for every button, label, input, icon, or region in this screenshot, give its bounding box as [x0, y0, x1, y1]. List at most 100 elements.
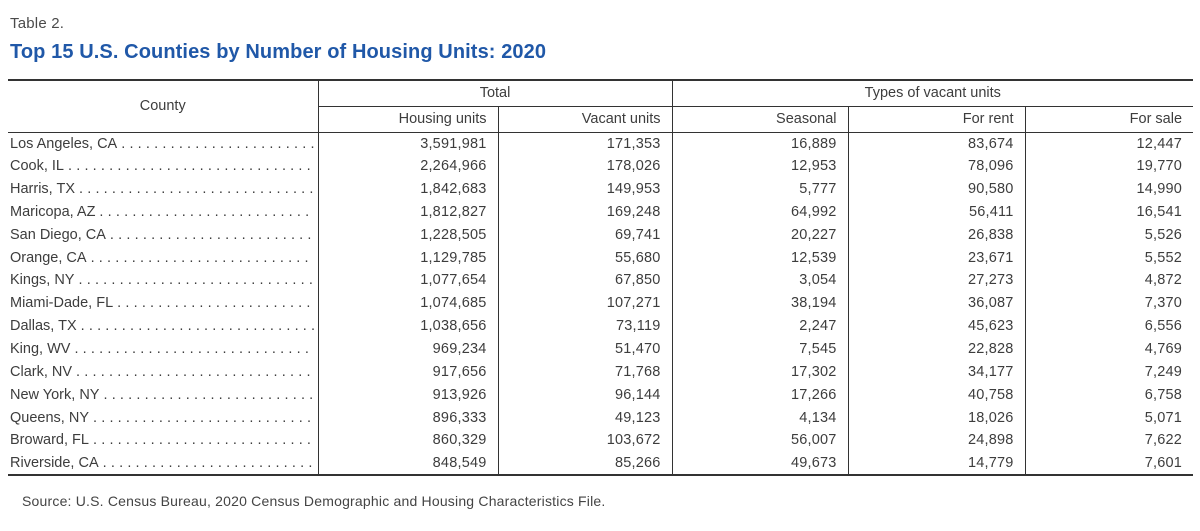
header-for-rent: For rent [847, 106, 1026, 133]
value-cell: 16,889 [671, 132, 849, 155]
value-cell: 56,411 [847, 200, 1026, 224]
county-name: Miami-Dade, FL [10, 295, 114, 312]
value-cell: 860,329 [317, 428, 498, 452]
dot-leader [103, 455, 314, 471]
value-cell: 22,828 [847, 337, 1026, 361]
table-row: Miami-Dade, FL 1,074,685107,27138,19436,0… [8, 291, 1194, 315]
header-housing-units: Housing units [317, 106, 498, 133]
county-name: Los Angeles, CA [10, 135, 118, 152]
value-cell: 49,123 [497, 406, 673, 429]
value-cell: 49,673 [671, 451, 849, 475]
value-cell: 18,026 [847, 406, 1026, 429]
source-note: Source: U.S. Census Bureau, 2020 Census … [22, 492, 606, 509]
value-cell: 1,038,656 [317, 314, 498, 338]
value-cell: 64,992 [671, 200, 849, 224]
table-row: Orange, CA 1,129,78555,68012,53923,6715,5… [8, 246, 1194, 270]
county-name: King, WV [10, 341, 71, 358]
value-cell: 56,007 [671, 428, 849, 452]
value-cell: 7,622 [1024, 428, 1194, 452]
value-cell: 73,119 [497, 314, 673, 338]
value-cell: 51,470 [497, 337, 673, 361]
value-cell: 149,953 [497, 177, 673, 201]
page-title: Top 15 U.S. Counties by Number of Housin… [10, 41, 547, 63]
value-cell: 5,526 [1024, 223, 1194, 247]
dot-leader [117, 295, 313, 311]
county-cell: Miami-Dade, FL [8, 292, 318, 315]
value-cell: 19,770 [1024, 154, 1194, 178]
county-name: Kings, NY [10, 272, 75, 289]
value-cell: 83,674 [847, 132, 1026, 155]
value-cell: 7,249 [1024, 360, 1194, 384]
value-cell: 1,077,654 [317, 269, 498, 292]
value-cell: 169,248 [497, 200, 673, 224]
county-name: Riverside, CA [10, 454, 99, 471]
value-cell: 848,549 [317, 451, 498, 475]
county-name: Queens, NY [10, 409, 89, 426]
value-cell: 17,302 [671, 360, 849, 384]
value-cell: 4,134 [671, 406, 849, 429]
value-cell: 5,552 [1024, 246, 1194, 270]
value-cell: 38,194 [671, 291, 849, 315]
value-cell: 2,264,966 [317, 154, 498, 178]
header-seasonal: Seasonal [671, 106, 849, 133]
value-cell: 917,656 [317, 360, 498, 384]
table-row: Maricopa, AZ 1,812,827169,24864,99256,411… [8, 200, 1194, 224]
table-row: Broward, FL 860,329103,67256,00724,8987,6… [8, 428, 1194, 452]
table-header: County Total Types of vacant units Housi… [8, 80, 1194, 133]
value-cell: 78,096 [847, 154, 1026, 178]
dot-leader [93, 410, 314, 426]
header-for-sale: For sale [1024, 106, 1194, 133]
table-row: New York, NY 913,92696,14417,26640,7586,7… [8, 383, 1194, 407]
county-cell: King, WV [8, 338, 318, 361]
county-cell: Dallas, TX [8, 315, 318, 338]
value-cell: 12,447 [1024, 132, 1194, 155]
header-county: County [8, 80, 318, 133]
value-cell: 4,872 [1024, 269, 1194, 292]
table-row: Harris, TX 1,842,683149,9535,77790,58014,… [8, 177, 1194, 201]
dot-leader [76, 364, 313, 380]
county-name: New York, NY [10, 386, 100, 403]
value-cell: 913,926 [317, 383, 498, 407]
value-cell: 12,953 [671, 154, 849, 178]
value-cell: 107,271 [497, 291, 673, 315]
header-group-total: Total [317, 80, 673, 107]
value-cell: 7,545 [671, 337, 849, 361]
county-cell: New York, NY [8, 383, 318, 406]
value-cell: 178,026 [497, 154, 673, 178]
value-cell: 1,074,685 [317, 291, 498, 315]
dot-leader [93, 432, 314, 448]
county-cell: Riverside, CA [8, 452, 318, 475]
value-cell: 67,850 [497, 269, 673, 292]
value-cell: 55,680 [497, 246, 673, 270]
value-cell: 4,769 [1024, 337, 1194, 361]
table-row: Cook, IL 2,264,966178,02612,95378,09619,7… [8, 154, 1194, 178]
dot-leader [110, 227, 314, 243]
table-body: Los Angeles, CA 3,591,981171,35316,88983,… [8, 132, 1194, 475]
value-cell: 85,266 [497, 451, 673, 475]
county-name: Dallas, TX [10, 318, 77, 335]
housing-units-table: County Total Types of vacant units Housi… [8, 79, 1194, 476]
value-cell: 1,228,505 [317, 223, 498, 247]
value-cell: 12,539 [671, 246, 849, 270]
value-cell: 1,812,827 [317, 200, 498, 224]
value-cell: 20,227 [671, 223, 849, 247]
county-name: Harris, TX [10, 181, 75, 198]
value-cell: 23,671 [847, 246, 1026, 270]
value-cell: 969,234 [317, 337, 498, 361]
value-cell: 6,556 [1024, 314, 1194, 338]
value-cell: 69,741 [497, 223, 673, 247]
value-cell: 71,768 [497, 360, 673, 384]
county-name: Clark, NV [10, 363, 73, 380]
value-cell: 26,838 [847, 223, 1026, 247]
table-label: Table 2. [10, 15, 65, 32]
county-cell: Maricopa, AZ [8, 201, 318, 224]
value-cell: 896,333 [317, 406, 498, 429]
value-cell: 3,591,981 [317, 132, 498, 155]
county-cell: Harris, TX [8, 178, 318, 201]
value-cell: 40,758 [847, 383, 1026, 407]
county-cell: Los Angeles, CA [8, 132, 318, 155]
value-cell: 3,054 [671, 269, 849, 292]
value-cell: 90,580 [847, 177, 1026, 201]
